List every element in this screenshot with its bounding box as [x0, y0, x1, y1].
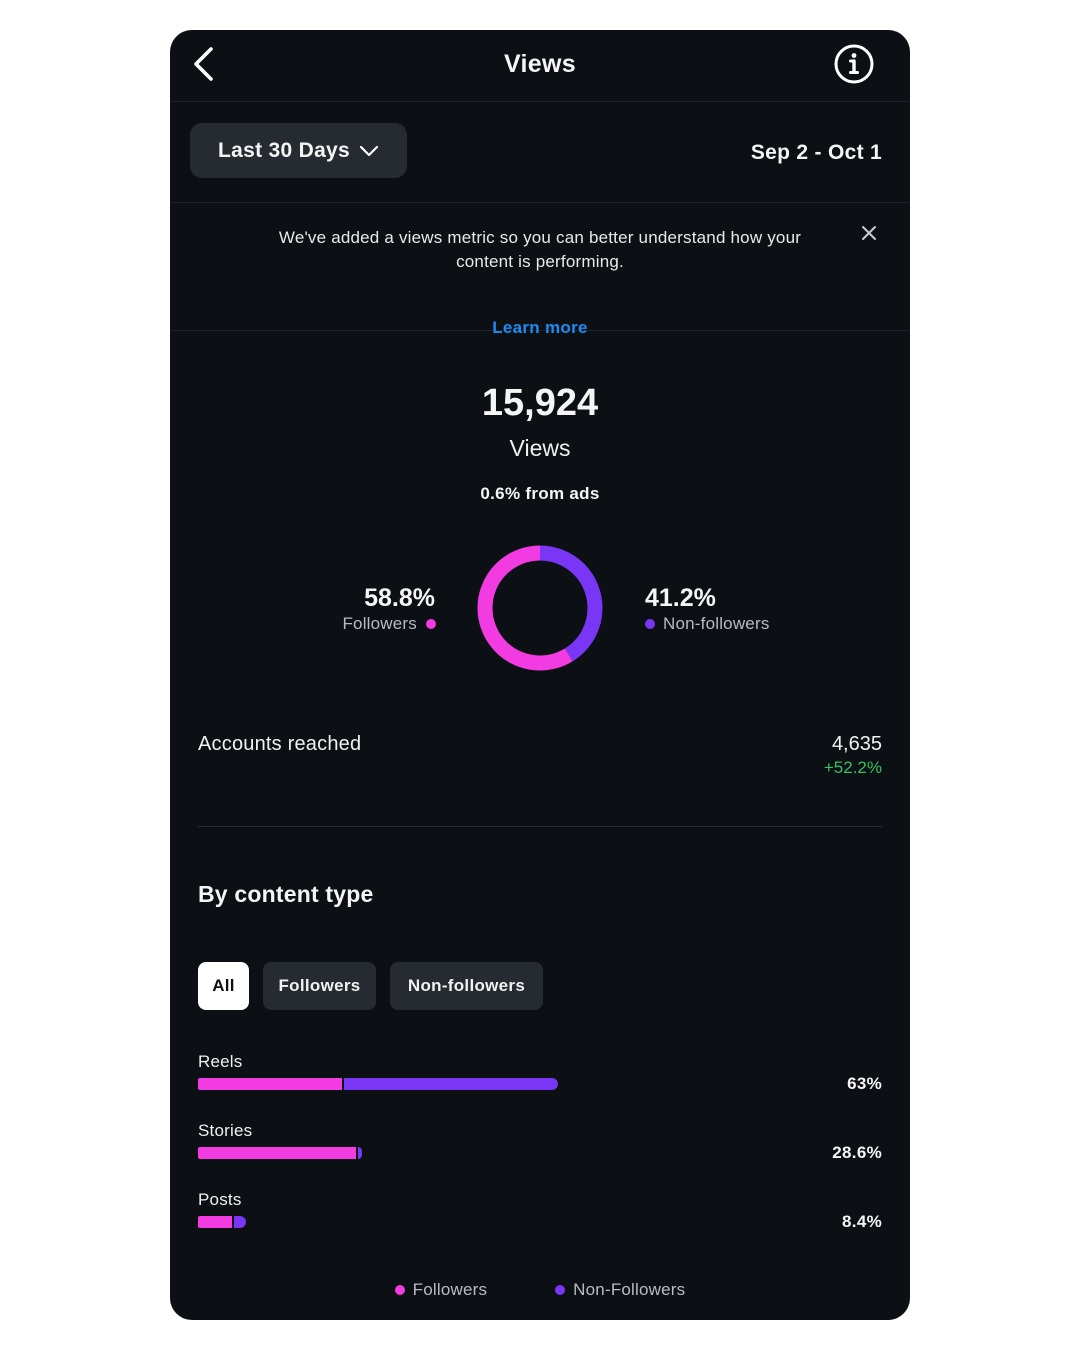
total-views-label: Views [509, 435, 571, 461]
followers-donut-segment [477, 545, 603, 671]
back-button[interactable] [184, 42, 228, 86]
date-range-dropdown[interactable]: Last 30 Days [190, 123, 407, 178]
filter-non-followers-chip[interactable]: Non-followers [390, 962, 543, 1010]
content-row-label: Reels [198, 1052, 243, 1071]
followers-dot-icon [394, 1285, 405, 1295]
followers-legend-label: Followers [342, 614, 417, 633]
content-type-filters: All Followers Non-followers [198, 962, 557, 1010]
date-span-label: Sep 2 - Oct 1 [750, 141, 882, 164]
accounts-reached-change: +52.2% [823, 758, 882, 777]
content-row-percent: 63% [847, 1074, 882, 1093]
followers-percent: 58.8% [364, 584, 435, 612]
legend-followers-label: Followers [412, 1280, 488, 1299]
reels-non-followers-segment [343, 1078, 559, 1090]
followers-legend: Followers [342, 614, 436, 634]
content-row-stories: Stories 28.6% [198, 1121, 882, 1181]
close-icon [862, 226, 876, 240]
learn-more-link[interactable]: Learn more [492, 318, 588, 337]
notice-text: We've added a views metric so you can be… [278, 228, 802, 271]
content-row-percent: 28.6% [832, 1143, 882, 1162]
filter-all-chip[interactable]: All [198, 962, 249, 1010]
non-followers-dot-icon [555, 1285, 566, 1295]
chevron-down-icon [359, 145, 379, 156]
info-icon [834, 44, 874, 84]
followers-dot-icon [426, 619, 436, 629]
legend-non-followers-label: Non-Followers [573, 1280, 686, 1299]
chevron-left-icon [194, 47, 213, 81]
non-followers-dot-icon [645, 619, 655, 629]
content-row-label: Posts [198, 1190, 242, 1209]
content-row-label: Stories [198, 1121, 253, 1140]
posts-followers-segment [198, 1216, 233, 1228]
notice-close-button[interactable] [856, 220, 882, 246]
stories-bar [198, 1147, 363, 1159]
content-type-heading: By content type [198, 881, 374, 907]
content-row-reels: Reels 63% [198, 1052, 882, 1112]
non-followers-legend-label: Non-followers [663, 614, 770, 633]
stories-followers-segment [198, 1147, 357, 1159]
reels-bar [198, 1078, 559, 1090]
legend-non-followers: Non-Followers [555, 1280, 685, 1300]
reels-followers-segment [198, 1078, 342, 1090]
accounts-reached-value: 4,635 [831, 733, 882, 755]
notice-banner: We've added a views metric so you can be… [170, 204, 910, 337]
accounts-reached-label: Accounts reached [198, 733, 362, 755]
content-row-percent: 8.4% [842, 1212, 882, 1231]
ads-share-label: 0.6% from ads [480, 484, 600, 503]
total-views-value: 15,924 [481, 382, 599, 424]
non-followers-percent: 41.2% [645, 584, 716, 612]
page-title: Views [504, 50, 576, 78]
filter-followers-chip[interactable]: Followers [263, 962, 376, 1010]
audience-donut-chart [477, 545, 603, 671]
date-filter-row: Last 30 Days Sep 2 - Oct 1 [170, 103, 910, 203]
info-button[interactable] [832, 42, 876, 86]
non-followers-legend: Non-followers [645, 614, 770, 634]
content-row-posts: Posts 8.4% [198, 1190, 882, 1250]
legend-followers: Followers [394, 1280, 488, 1300]
content-type-legend: Followers Non-Followers [170, 1280, 910, 1300]
posts-non-followers-segment [234, 1216, 247, 1228]
views-insights-screen: Views Last 30 Days Sep 2 - Oct 1 We've a… [170, 30, 910, 1320]
section-divider [198, 826, 882, 827]
date-range-label: Last 30 Days [218, 138, 351, 162]
posts-bar [198, 1216, 247, 1228]
stories-non-followers-segment [358, 1147, 363, 1159]
top-bar: Views [170, 30, 910, 102]
